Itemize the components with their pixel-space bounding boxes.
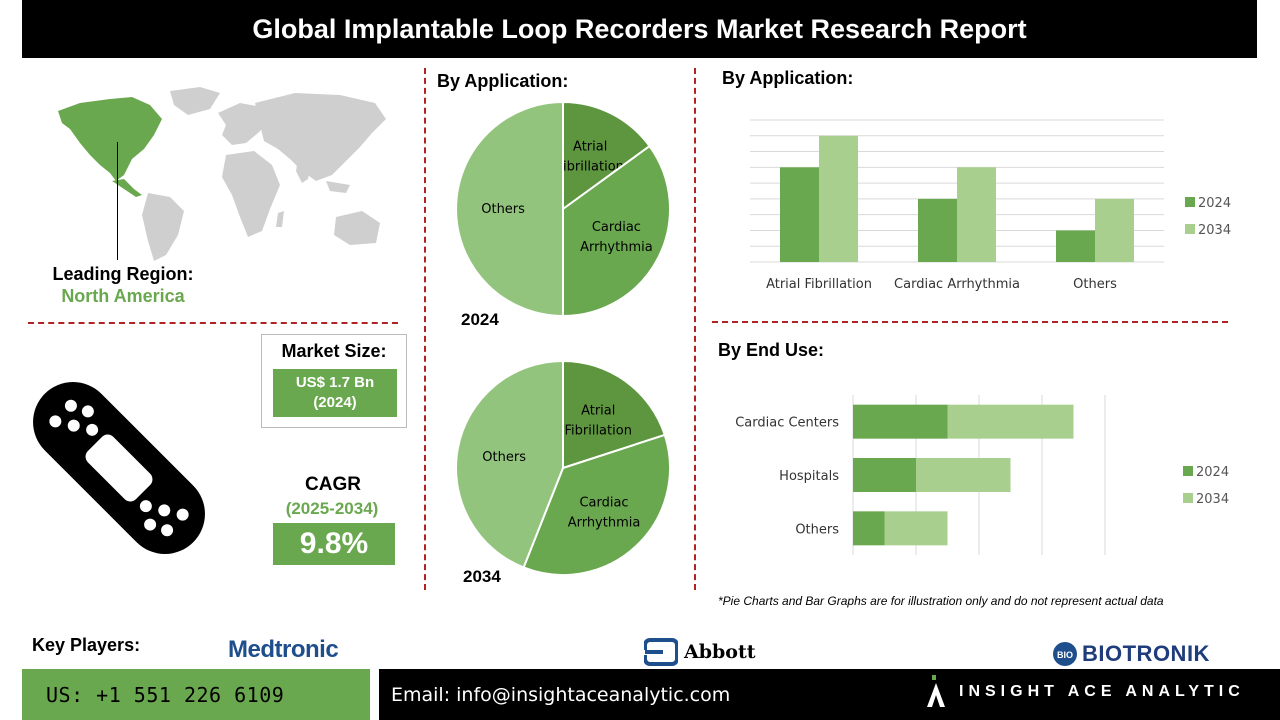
leading-region-label: Leading Region: [52,264,194,284]
pie-2034-slice-2 [455,359,564,569]
pie-chart-2024: Atrial Fibrillation Cardiac Arrhythmia Other… [455,100,671,318]
bar-app-2034-1 [957,167,996,262]
pie-2034-label-0: Atrial Fibrillation [564,404,631,439]
leading-region-name: North America [61,286,185,306]
bar-app-2034-0 [819,135,858,262]
bar-end-2034-0 [947,404,1074,439]
bar-end-2034-1 [916,458,1011,492]
bar-app-legend-swatch-0 [1185,197,1195,207]
pie-2034-slice-0 [562,359,667,470]
pie-section-title: By Application: [437,71,569,91]
brand-icon [927,675,945,707]
bar-app-2034-2 [1095,198,1134,262]
bar-app-category-0: Atrial Fibrillation [766,277,872,292]
bar-app-2024-1 [918,198,957,262]
insight-ace-brand: INSIGHT ACE ANALYTIC [925,675,1245,709]
svg-text:BIO: BIO [1057,650,1073,660]
pie-2034-slice-1 [522,433,671,576]
bar-app-category-2: Others [1073,277,1117,292]
pie-chart-2034: Atrial Fibrillation Cardiac Arrhythmia Other… [455,359,671,576]
email-text[interactable]: Email: info@insightaceanalytic.com [391,683,731,706]
pie-2024-year: 2024 [461,310,499,329]
region-pointer-line [117,142,118,260]
market-size-value: US$ 1.7 Bn [295,374,375,391]
bar-end-category-1: Hospitals [779,469,839,484]
pie-2034-label-1: Cardiac Arrhythmia [568,496,641,531]
bar-chart-end-use: Cardiac Centers Hospitals Others 2024 2034 [735,395,1229,555]
pie-2034-year: 2034 [463,567,501,586]
market-size-card: Market Size: US$ 1.7 Bn (2024) [261,334,407,428]
bar-end-2034-2 [884,511,948,546]
disclaimer-note: *Pie Charts and Bar Graphs are for illus… [718,594,1164,608]
biotronik-icon: BIO [1053,642,1077,666]
world-map [58,87,386,261]
pie-2034-label-2: Others [482,450,526,465]
pie-2024-label-2: Others [481,202,525,217]
market-size-year: (2024) [313,394,357,411]
bar-app-2024-0 [780,167,819,262]
email-contact[interactable]: Email: info@insightaceanalytic.com [379,669,1280,720]
bar-end-legend-swatch-0 [1183,466,1193,476]
divider-left-horizontal [28,322,398,324]
cagr-label: CAGR [305,474,361,495]
brand-name: INSIGHT ACE ANALYTIC [959,683,1245,700]
pie-2024-label-0: Atrial Fibrillation [556,140,623,175]
biotronik-wordmark: BIOTRONIK [1082,641,1210,666]
bar-end-2024-2 [853,511,885,546]
abbott-logo: Abbott [644,638,756,666]
bar-end-2024-1 [853,458,916,492]
bandage-icon [33,382,205,554]
divider-right [694,68,696,590]
divider-right-horizontal [712,321,1228,323]
pie-2024-slice-1 [562,144,671,318]
cagr-period: (2025-2034) [285,499,379,518]
abbott-wordmark: Abbott [684,641,756,663]
phone-contact[interactable]: US: +1 551 226 6109 [22,669,370,720]
bar-enduse-title: By End Use: [718,340,825,360]
pie-2024-slice-0 [562,100,651,211]
north-america-highlight [58,97,162,181]
bar-end-legend-1: 2034 [1196,492,1229,507]
abbott-icon [644,638,678,666]
biotronik-logo: BIO BIOTRONIK [1052,641,1210,667]
bar-chart-application: Atrial Fibrillation Cardiac Arrhythmia Oth… [750,119,1231,292]
bar-app-legend-1: 2034 [1198,223,1231,238]
bar-application-title: By Application: [722,68,854,88]
page-title: Global Implantable Loop Recorders Market… [22,0,1257,58]
bar-app-2024-2 [1056,230,1095,262]
key-players-label: Key Players: [32,635,141,655]
market-size-title: Market Size: [281,341,387,361]
market-size-value-box: US$ 1.7 Bn (2024) [273,369,397,417]
medtronic-logo: Medtronic [228,636,339,663]
bar-end-legend-0: 2024 [1196,465,1229,480]
bar-app-legend-swatch-1 [1185,224,1195,234]
bar-end-category-0: Cardiac Centers [735,416,839,431]
bar-end-category-2: Others [795,522,839,537]
pie-2024-label-1: Cardiac Arrhythmia [580,220,653,255]
bar-app-legend-0: 2024 [1198,196,1231,211]
cagr-value: 9.8% [273,523,395,565]
bar-end-2024-0 [853,404,948,439]
pie-2024-slice-2 [455,100,564,318]
divider-left [424,68,426,590]
bar-app-category-1: Cardiac Arrhythmia [894,277,1020,292]
bar-end-legend-swatch-1 [1183,493,1193,503]
